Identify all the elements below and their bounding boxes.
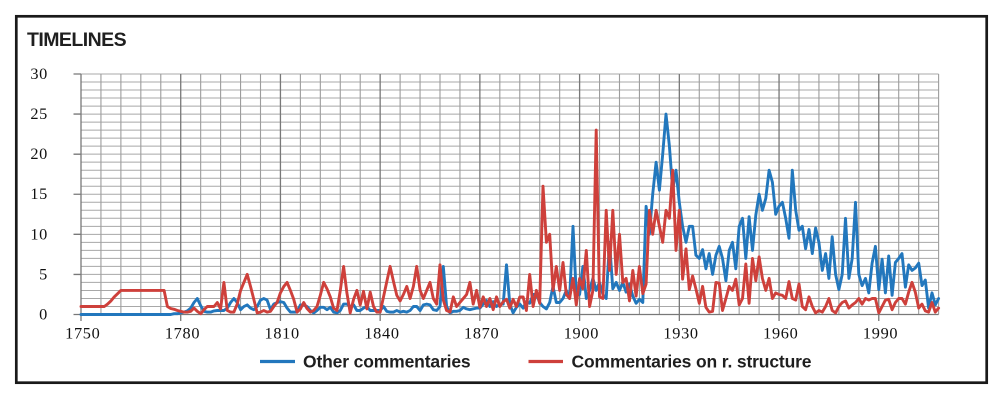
svg-text:Commentaries on r. structure: Commentaries on r. structure bbox=[572, 352, 812, 372]
svg-text:25: 25 bbox=[30, 104, 48, 123]
svg-text:1810: 1810 bbox=[265, 324, 300, 343]
svg-text:1840: 1840 bbox=[364, 324, 399, 343]
svg-text:Other commentaries: Other commentaries bbox=[303, 352, 471, 372]
svg-text:30: 30 bbox=[30, 64, 48, 83]
svg-text:1900: 1900 bbox=[564, 324, 599, 343]
svg-text:1870: 1870 bbox=[464, 324, 499, 343]
svg-text:20: 20 bbox=[30, 144, 48, 163]
svg-text:1780: 1780 bbox=[165, 324, 200, 343]
svg-text:TIMELINES: TIMELINES bbox=[27, 29, 127, 51]
svg-text:0: 0 bbox=[39, 305, 48, 324]
svg-text:15: 15 bbox=[30, 184, 48, 203]
svg-text:1930: 1930 bbox=[663, 324, 698, 343]
svg-text:1750: 1750 bbox=[65, 324, 100, 343]
svg-text:10: 10 bbox=[30, 224, 48, 243]
svg-text:1990: 1990 bbox=[863, 324, 898, 343]
svg-text:1960: 1960 bbox=[763, 324, 798, 343]
svg-text:5: 5 bbox=[39, 264, 48, 283]
